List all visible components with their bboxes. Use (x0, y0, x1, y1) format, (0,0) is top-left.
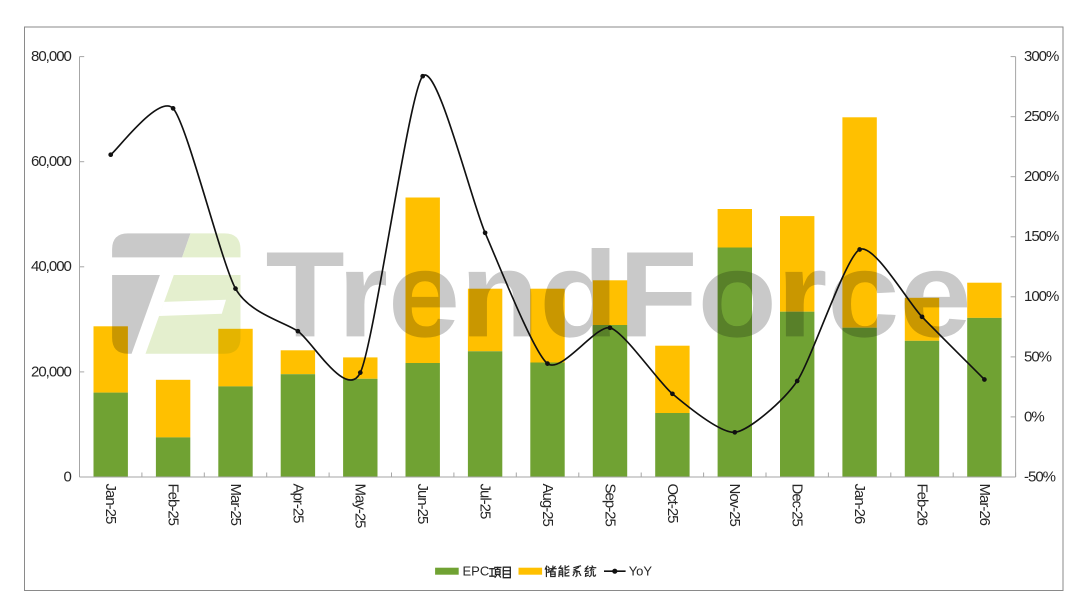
svg-text:0%: 0% (1024, 408, 1044, 425)
svg-text:Oct-25: Oct-25 (664, 484, 681, 524)
svg-text:Mar-26: Mar-26 (976, 484, 993, 526)
svg-text:50%: 50% (1024, 348, 1052, 365)
svg-text:0: 0 (64, 468, 72, 485)
svg-text:Dec-25: Dec-25 (789, 484, 806, 527)
svg-text:Aug-25: Aug-25 (539, 484, 556, 527)
svg-text:100%: 100% (1024, 288, 1059, 305)
svg-text:200%: 200% (1024, 168, 1059, 185)
svg-text:Feb-25: Feb-25 (165, 484, 182, 526)
svg-text:40,000: 40,000 (31, 258, 72, 275)
svg-text:Jan-25: Jan-25 (102, 484, 119, 525)
svg-text:150%: 150% (1024, 228, 1059, 245)
svg-text:Apr-25: Apr-25 (289, 484, 306, 524)
svg-text:-50%: -50% (1024, 468, 1056, 485)
svg-text:YoY: YoY (629, 564, 653, 579)
svg-text:Jun-25: Jun-25 (414, 484, 431, 525)
svg-text:May-25: May-25 (352, 484, 369, 529)
svg-text:80,000: 80,000 (31, 48, 72, 65)
svg-text:Jan-26: Jan-26 (851, 484, 868, 525)
svg-text:250%: 250% (1024, 108, 1059, 125)
svg-text:Sep-25: Sep-25 (601, 484, 618, 527)
svg-text:Nov-25: Nov-25 (726, 484, 743, 527)
svg-text:Mar-25: Mar-25 (227, 484, 244, 526)
svg-text:300%: 300% (1024, 48, 1059, 65)
svg-text:TrendForce: TrendForce (266, 226, 972, 362)
svg-text:EPC: EPC (463, 564, 490, 579)
svg-text:20,000: 20,000 (31, 363, 72, 380)
svg-text:60,000: 60,000 (31, 153, 72, 170)
svg-text:Jul-25: Jul-25 (477, 484, 494, 520)
svg-text:Feb-26: Feb-26 (913, 484, 930, 526)
